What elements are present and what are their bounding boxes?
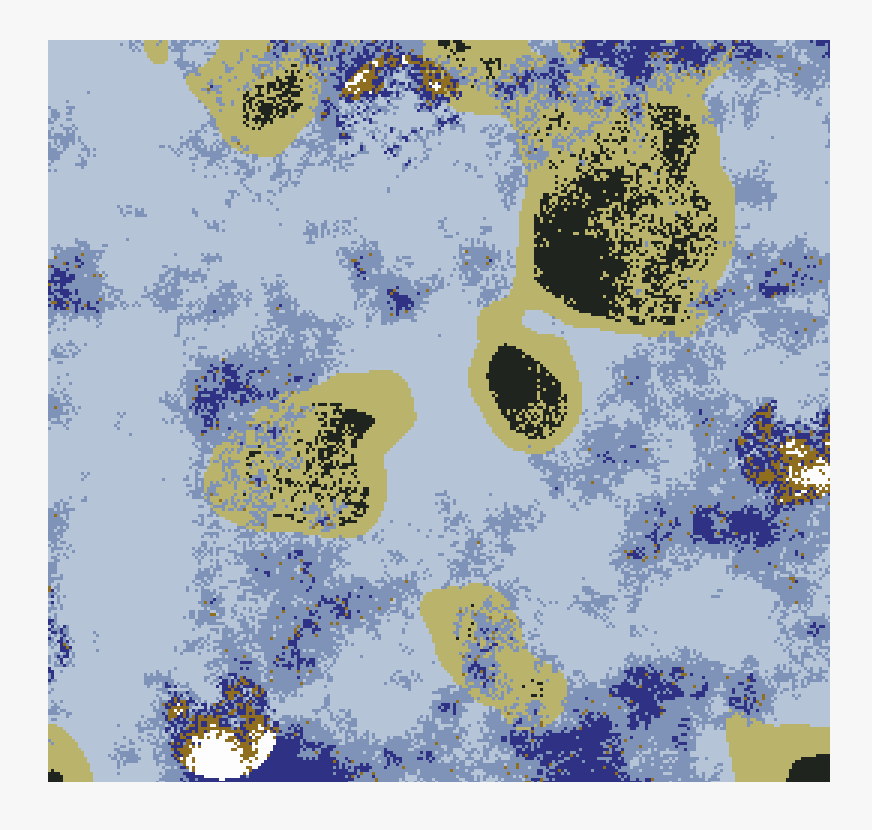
- map-frame: [48, 40, 830, 782]
- noise-map-image: [48, 40, 830, 782]
